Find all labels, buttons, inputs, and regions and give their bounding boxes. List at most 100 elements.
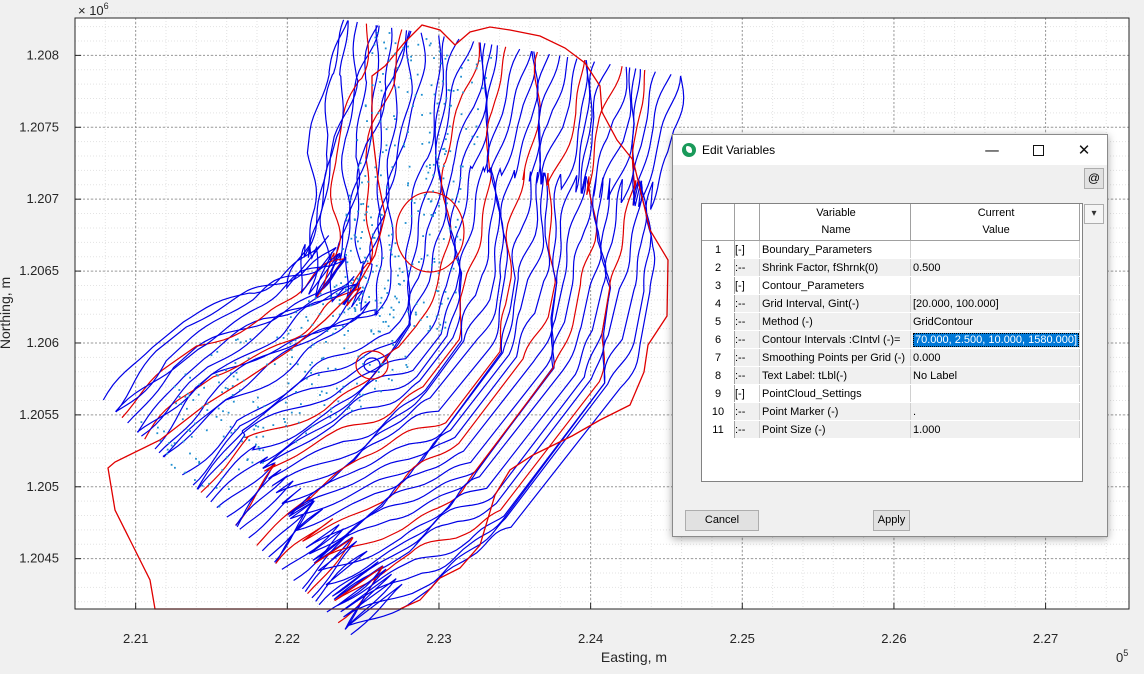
data-point: [354, 310, 357, 312]
table-row[interactable]: 3 [-] Contour_Parameters: [702, 276, 1081, 295]
data-point: [362, 203, 365, 205]
data-point: [272, 424, 275, 426]
current-value-cell[interactable]: 0.500: [910, 258, 1081, 277]
data-point: [370, 137, 372, 139]
data-point: [457, 260, 459, 263]
data-point: [235, 371, 238, 374]
minimize-button[interactable]: —: [984, 141, 1000, 159]
at-button[interactable]: @: [1084, 168, 1104, 189]
table-row[interactable]: 8:-- Text Label: tLbl(-) No Label: [702, 366, 1081, 385]
variable-name-cell: PointCloud_Settings: [759, 384, 911, 403]
current-value-cell[interactable]: [910, 240, 1081, 259]
data-point: [361, 286, 364, 289]
current-value-cell[interactable]: [910, 276, 1081, 295]
data-point: [372, 333, 375, 335]
row-number: 10: [702, 402, 735, 421]
data-point: [414, 311, 417, 314]
data-point: [374, 299, 377, 302]
data-point: [399, 283, 402, 286]
data-point: [182, 440, 185, 443]
table-row[interactable]: 7:-- Smoothing Points per Grid (-) 0.000: [702, 348, 1081, 367]
selected-value-text[interactable]: 70.000, 2.500, 10.000, 1580.000]: [913, 332, 1079, 347]
data-point: [318, 313, 321, 315]
table-row[interactable]: 1 [-] Boundary_Parameters: [702, 240, 1081, 259]
data-point: [230, 431, 233, 434]
current-value-cell[interactable]: 1.000: [910, 420, 1081, 439]
data-point: [475, 67, 478, 70]
data-point: [454, 291, 457, 294]
table-row[interactable]: 4:-- Grid Interval, Gint(-) [20.000, 100.0…: [702, 294, 1081, 313]
data-point: [246, 459, 249, 461]
table-row[interactable]: 6:-- Contour Intervals :CIntvl (-)= 70.000…: [702, 330, 1081, 349]
data-point: [450, 104, 452, 107]
data-point: [444, 291, 447, 293]
table-row[interactable]: 5:-- Method (-) GridContour: [702, 312, 1081, 331]
data-point: [336, 387, 338, 390]
row-number: 7: [702, 348, 735, 367]
current-value-cell[interactable]: 0.000: [910, 348, 1081, 367]
data-point: [312, 343, 315, 346]
table-row[interactable]: 11:-- Point Size (-) 1.000: [702, 420, 1081, 439]
current-value-cell[interactable]: No Label: [910, 366, 1081, 385]
data-point: [390, 78, 393, 81]
data-point: [235, 339, 237, 341]
current-value-cell[interactable]: 70.000, 2.500, 10.000, 1580.000]: [910, 330, 1081, 349]
data-point: [300, 334, 303, 337]
data-point: [443, 102, 446, 105]
data-point: [394, 295, 396, 298]
data-point: [373, 43, 376, 46]
data-point: [226, 456, 228, 459]
data-point: [415, 303, 418, 305]
data-point: [471, 135, 474, 138]
header-current-value[interactable]: Current Value: [910, 204, 1081, 241]
closed-contour: [355, 350, 389, 380]
current-value-cell[interactable]: .: [910, 402, 1081, 421]
row-tree-marker: :--: [734, 366, 760, 385]
current-value-cell[interactable]: GridContour: [910, 312, 1081, 331]
data-point: [383, 287, 386, 290]
data-point: [476, 136, 479, 138]
data-point: [218, 505, 221, 508]
row-number: 1: [702, 240, 735, 259]
variables-grid[interactable]: Variable Name Current Value 1 [-] Boundary_P…: [701, 203, 1083, 482]
data-point: [345, 214, 348, 217]
data-point: [239, 341, 242, 344]
table-row[interactable]: 2:-- Shrink Factor, fShrnk(0) 0.500: [702, 258, 1081, 277]
data-point: [391, 379, 393, 382]
close-button[interactable]: ✕: [1077, 141, 1091, 159]
data-point: [309, 304, 312, 307]
table-row[interactable]: 9 [-] PointCloud_Settings: [702, 384, 1081, 403]
x-tick-label: 2.24: [578, 631, 603, 646]
data-point: [166, 448, 169, 451]
data-point: [373, 237, 376, 239]
data-point: [217, 374, 219, 377]
maximize-button[interactable]: [1015, 135, 1061, 165]
edit-variables-dialog[interactable]: Edit Variables — ✕ @ ▾ Variable Name Curr…: [672, 134, 1108, 537]
data-point: [459, 165, 462, 168]
current-value-cell[interactable]: [910, 384, 1081, 403]
data-point: [338, 313, 341, 316]
header-variable-name[interactable]: Variable Name: [759, 204, 911, 241]
row-number: 8: [702, 366, 735, 385]
dialog-titlebar[interactable]: Edit Variables — ✕: [673, 135, 1107, 165]
data-point: [348, 407, 351, 410]
maximize-icon: [1032, 145, 1044, 156]
data-point: [437, 272, 440, 275]
data-point: [368, 364, 371, 366]
data-point: [444, 57, 447, 60]
data-point: [380, 296, 383, 299]
data-point: [438, 261, 441, 264]
contour-line: [336, 71, 656, 630]
data-point: [215, 487, 218, 489]
data-point: [344, 276, 347, 278]
data-point: [367, 180, 370, 183]
current-value-cell[interactable]: [20.000, 100.000]: [910, 294, 1081, 313]
apply-button[interactable]: Apply: [873, 510, 910, 531]
dropdown-button[interactable]: ▾: [1084, 204, 1104, 224]
data-point: [441, 80, 444, 83]
table-row[interactable]: 10:-- Point Marker (-).: [702, 402, 1081, 421]
cancel-button[interactable]: Cancel: [685, 510, 759, 531]
row-tree-marker: :--: [734, 330, 760, 349]
data-point: [348, 403, 350, 406]
data-point: [365, 211, 368, 213]
